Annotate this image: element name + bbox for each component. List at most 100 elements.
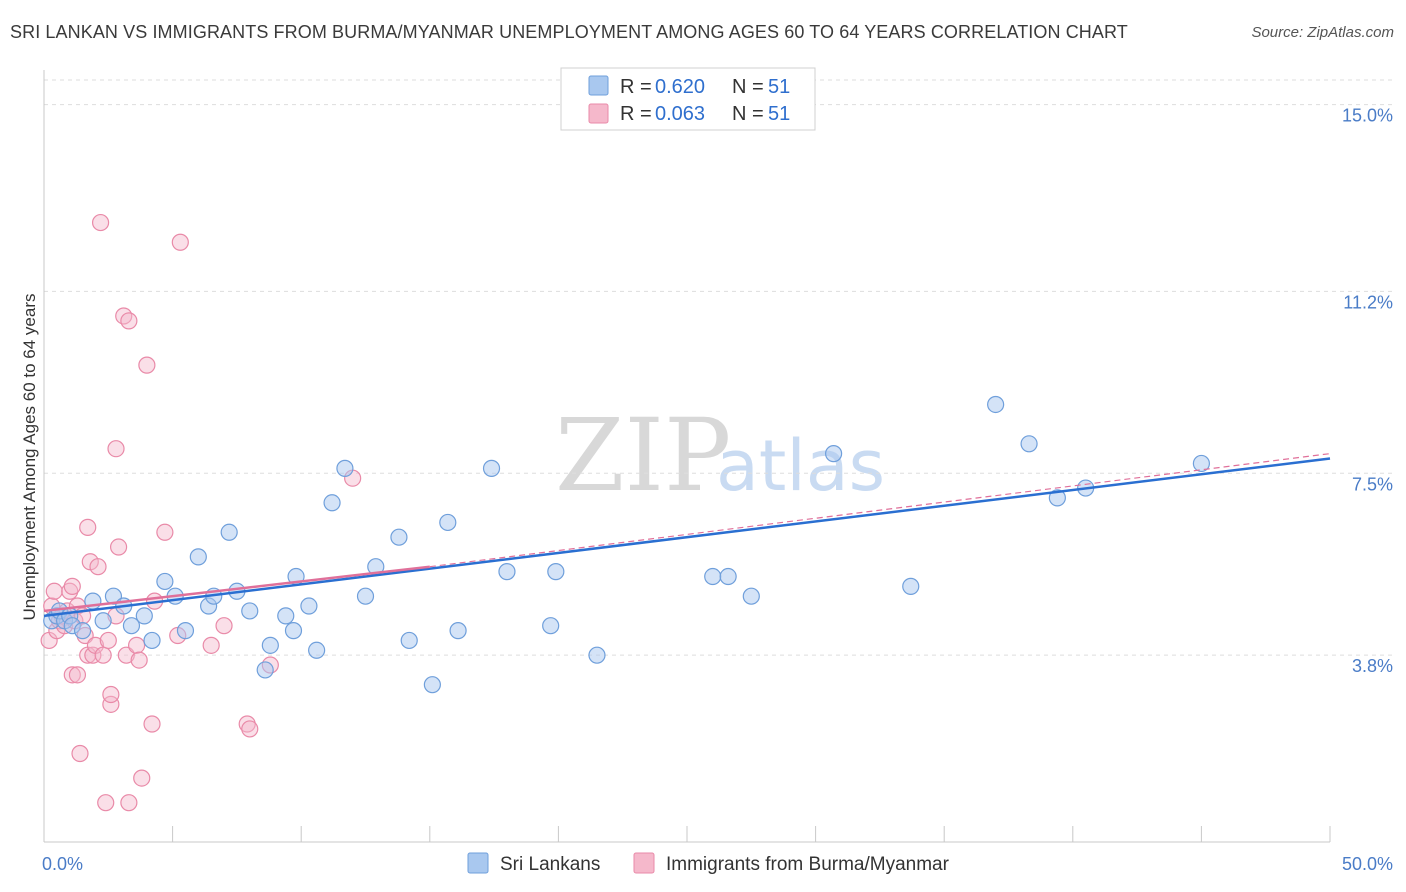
burma-point xyxy=(97,794,115,812)
legend-n-value-2: 51 xyxy=(768,103,790,125)
sri-lankans-point xyxy=(400,631,418,650)
burma-point xyxy=(45,582,63,600)
burma-trend-line xyxy=(43,565,430,613)
y-tick-label: 7.5% xyxy=(1352,474,1393,494)
burma-point xyxy=(91,213,110,232)
burma-point xyxy=(71,744,89,763)
y-tick-label: 3.8% xyxy=(1352,656,1393,676)
burma-point xyxy=(130,651,148,669)
sri-lankans-point xyxy=(220,523,238,541)
sri-lankans-point xyxy=(449,622,467,640)
bottom-legend-swatch-blue xyxy=(467,852,489,874)
burma-point xyxy=(68,666,87,684)
sri-lankans-point xyxy=(498,563,516,581)
y-tick-labels: 3.8% 7.5% 11.2% 15.0% xyxy=(1342,106,1393,677)
y-tick-label: 11.2% xyxy=(1343,292,1393,312)
burma-point xyxy=(215,617,233,635)
burma-point xyxy=(127,636,146,654)
sri-lankans-point xyxy=(1192,454,1211,473)
legend-swatch-blue xyxy=(588,75,609,96)
sri-lankans-point xyxy=(122,617,141,635)
sri-lankans-point xyxy=(256,661,274,679)
burma-point xyxy=(107,440,125,458)
burma-point xyxy=(115,307,133,325)
sri-lankans-point xyxy=(336,459,354,477)
grid xyxy=(44,79,1392,656)
sri-lankans-point xyxy=(73,622,92,640)
legend-r-label-1: R = xyxy=(620,76,652,98)
sri-lankans-point xyxy=(482,459,501,477)
sri-lankans-point xyxy=(261,636,279,654)
bottom-legend-label-sri-lankans: Sri Lankans xyxy=(500,854,600,875)
axes xyxy=(43,70,1331,843)
x-tick-label: 50.0% xyxy=(1342,854,1393,874)
sri-lankans-point xyxy=(308,641,326,659)
burma-point xyxy=(102,695,120,713)
sri-lankans-point xyxy=(241,602,259,620)
burma-point xyxy=(89,558,107,576)
burma-point xyxy=(143,715,161,733)
series-burma-points xyxy=(40,213,362,812)
sri-lankans-point xyxy=(423,676,441,694)
sri-lankans-point xyxy=(742,587,760,605)
burma-point xyxy=(171,233,189,251)
sri-lankans-point xyxy=(277,607,295,625)
burma-point xyxy=(102,685,120,704)
sri-lankans-point xyxy=(825,445,843,463)
burma-point xyxy=(241,720,259,738)
y-axis-label: Unemployment Among Ages 60 to 64 years xyxy=(20,294,39,621)
sri-lankans-point xyxy=(176,622,195,640)
burma-point xyxy=(138,356,156,374)
sri-lankans-point xyxy=(719,567,737,586)
burma-point xyxy=(61,582,79,600)
sri-lankans-point xyxy=(1048,489,1066,507)
legend-n-label-1: N = xyxy=(732,76,764,98)
watermark-atlas: atlas xyxy=(716,425,885,507)
legend-r-value-2: 0.063 xyxy=(655,103,705,125)
sri-lankans-point xyxy=(588,646,606,664)
trend-lines xyxy=(43,453,1331,618)
burma-point xyxy=(238,715,256,733)
sri-lankans-trend-line xyxy=(43,457,1331,618)
legend-swatch-pink xyxy=(588,103,609,124)
burma-point xyxy=(133,769,151,787)
sri-lankans-point xyxy=(704,567,722,586)
sri-lankans-point xyxy=(143,631,161,650)
burma-point xyxy=(99,631,117,650)
sri-lankans-point xyxy=(439,513,457,532)
sri-lankans-point xyxy=(284,622,303,640)
burma-point xyxy=(109,538,128,556)
sri-lankans-point xyxy=(987,395,1005,414)
burma-point xyxy=(120,312,138,330)
chart-source: Source: ZipAtlas.com xyxy=(1251,24,1394,41)
legend-n-label-2: N = xyxy=(732,103,764,125)
series-sri-lankans-points xyxy=(43,395,1211,694)
burma-trend-line-extension xyxy=(429,453,1331,568)
burma-point xyxy=(202,636,220,654)
x-tick-label: 0.0% xyxy=(42,854,83,874)
sri-lankans-point xyxy=(300,597,318,615)
legend-r-label-2: R = xyxy=(620,103,652,125)
legend-r-value-1: 0.620 xyxy=(655,76,705,98)
sri-lankans-point xyxy=(390,528,408,546)
sri-lankans-point xyxy=(547,563,565,581)
sri-lankans-point xyxy=(156,572,174,591)
sri-lankans-point xyxy=(323,494,341,512)
watermark-zip: ZIP xyxy=(555,397,731,514)
sri-lankans-point xyxy=(542,617,560,635)
legend: R = 0.620 N = 51 R = 0.063 N = 51 xyxy=(560,67,816,131)
bottom-legend-swatch-pink xyxy=(633,852,655,874)
legend-n-value-1: 51 xyxy=(768,76,790,98)
sri-lankans-point xyxy=(902,577,920,595)
burma-point xyxy=(156,523,174,541)
burma-point xyxy=(120,794,138,812)
burma-point xyxy=(94,646,112,664)
y-tick-label: 15.0% xyxy=(1342,106,1393,126)
bottom-legend-label-burma: Immigrants from Burma/Myanmar xyxy=(666,854,950,875)
sri-lankans-point xyxy=(356,587,375,605)
sri-lankans-point xyxy=(189,548,207,566)
burma-point xyxy=(63,577,81,595)
chart-title: SRI LANKAN VS IMMIGRANTS FROM BURMA/MYAN… xyxy=(10,22,1128,42)
bottom-legend: Sri Lankans Immigrants from Burma/Myanma… xyxy=(467,852,950,875)
